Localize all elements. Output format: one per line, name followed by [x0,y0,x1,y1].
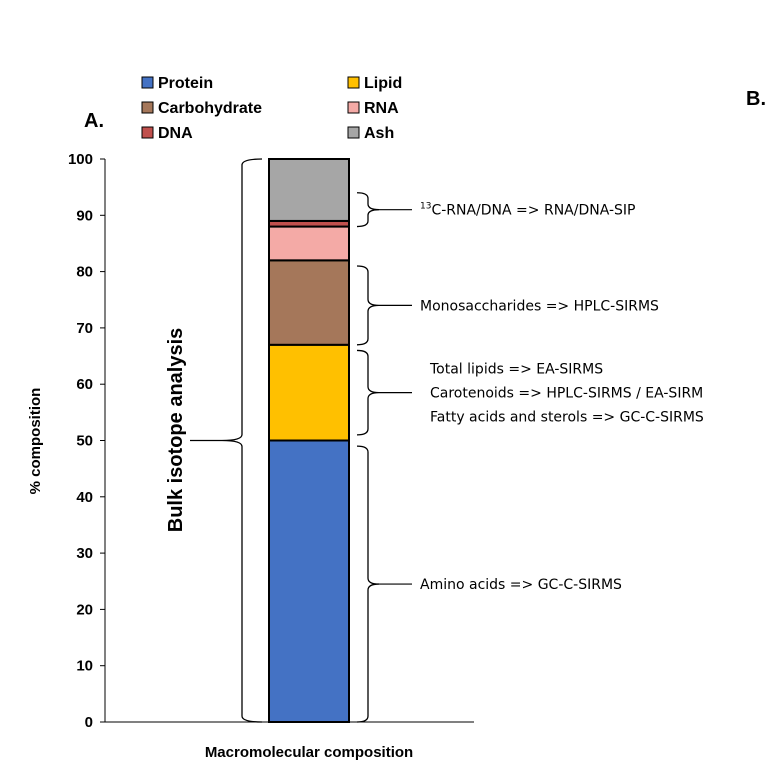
annotation-text-3-1: Total lipids => EA-SIRMS [429,362,603,378]
annotations: 13C-RNA/DNA => RNA/DNA-SIP Monosaccharide… [356,192,704,723]
y-axis: 0 10 20 30 40 50 60 70 80 90 100 [68,151,474,731]
y-tick-label-60: 60 [76,376,93,393]
panel-label-b: B. [746,88,766,110]
legend-label-ash: Ash [364,125,394,142]
bar-segment-rna [268,225,350,262]
y-tick-label-40: 40 [76,489,93,506]
y-tick-label-80: 80 [76,264,93,281]
x-axis-title: Macromolecular composition [205,744,413,761]
annotation-brace-3 [356,349,380,436]
bulk-bracket-group: Bulk isotope analysis [165,158,263,723]
annotation-brace-1 [356,192,380,228]
legend-label-lipid: Lipid [364,75,402,92]
panel-label-a: A. [84,110,104,132]
annotation-text-1-1: 13C-RNA/DNA => RNA/DNA-SIP [420,202,636,219]
annotation-text-2-1: Monosaccharides => HPLC-SIRMS [420,298,659,314]
y-tick-label-50: 50 [76,433,93,450]
legend-label-rna: RNA [364,100,399,117]
y-tick-label-20: 20 [76,601,93,618]
legend-swatch-protein [141,76,154,89]
y-tick-label-30: 30 [76,545,93,562]
bar-segment-lipid [268,343,350,442]
legend-swatch-lipid [347,76,360,89]
bar-stack [268,158,350,723]
legend-label-dna: DNA [158,125,193,142]
bulk-brace [221,158,263,723]
y-tick-label-10: 10 [76,658,93,675]
legend-swatch-ash [347,126,360,139]
annotation-text-3-2: Carotenoids => HPLC-SIRMS / EA-SIRM [430,386,703,402]
bar-segment-carbohydrate [268,259,350,346]
legend-label-protein: Protein [158,75,213,92]
y-axis-title: % composition [27,388,44,495]
legend: Protein Lipid Carbohydrate RNA DNA Ash [141,75,402,142]
legend-swatch-rna [347,101,360,114]
legend-swatch-dna [141,126,154,139]
legend-label-carbohydrate: Carbohydrate [158,100,262,117]
legend-swatch-carbohydrate [141,101,154,114]
annotation-superscript: 13 [420,202,431,212]
annotation-brace-4 [356,445,380,723]
annotation-text-4-1: Amino acids => GC-C-SIRMS [420,577,622,593]
y-tick-label-70: 70 [76,320,93,337]
y-tick-label-100: 100 [68,151,93,168]
annotation-brace-2 [356,265,380,346]
y-tick-label-90: 90 [76,207,93,224]
annotation-text-3-3: Fatty acids and sterols => GC-C-SIRMS [430,410,704,426]
bar-segment-ash [268,158,350,222]
y-tick-label-0: 0 [85,714,93,731]
bulk-isotope-label: Bulk isotope analysis [165,328,187,533]
bar-segment-protein [268,439,350,723]
